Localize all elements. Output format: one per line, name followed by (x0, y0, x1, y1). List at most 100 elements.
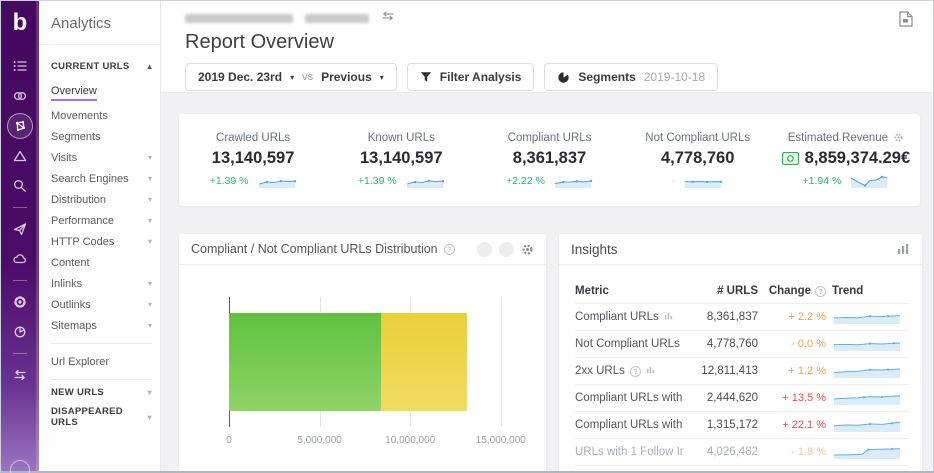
chevron-down-icon: ▾ (147, 174, 152, 183)
sidebar-item-segments[interactable]: Segments (51, 130, 101, 143)
bar-chart: 0 5,000,000 10,000,000 15,000,000 (179, 265, 546, 451)
sparkline (685, 180, 723, 188)
bar-segment-compliant[interactable] (229, 313, 381, 411)
knot-icon[interactable] (11, 87, 29, 105)
metric-card-known-urls[interactable]: Known URLs 13,140,597 +1.39 % (327, 114, 475, 206)
metric-change: +1.39 % (357, 174, 397, 187)
breadcrumb-analysis-redacted[interactable] (305, 13, 369, 23)
sidebar-item-http-codes[interactable]: HTTP Codes ▾ (51, 235, 152, 248)
insight-row-compliant-bad-other[interactable]: Compliant URLs with Bad ... 1,315,172 + … (575, 412, 908, 439)
sidebar-item-inlinks[interactable]: Inlinks ▾ (51, 277, 152, 290)
metric-change: +1.39 % (209, 174, 249, 187)
col-trend: Trend (832, 285, 864, 297)
chevron-down-icon: ▾ (147, 237, 152, 246)
section-current-urls[interactable]: CURRENT URLS ▴ (51, 61, 152, 72)
col-change: Change? (768, 285, 832, 297)
sidebar-item-distribution[interactable]: Distribution ▾ (51, 193, 152, 206)
chevron-down-icon: ▾ (147, 195, 152, 204)
sidebar-item-visits[interactable]: Visits ▾ (51, 151, 152, 164)
mini-chart-icon (646, 365, 655, 378)
toolbar: 2019 Dec. 23rd ▾ vs Previous ▾ Filter An… (185, 63, 919, 91)
sidebar-item-content[interactable]: Content (51, 256, 90, 269)
section-new-urls[interactable]: NEW URLS ▾ (51, 387, 152, 398)
x-tick: 5,000,000 (297, 435, 342, 446)
metric-change: +1.94 % (802, 174, 842, 187)
pie-icon[interactable] (11, 323, 29, 341)
collapse-arrow-icon: ▴ (147, 62, 152, 71)
sidebar: Analytics CURRENT URLS ▴ Overview Moveme… (39, 1, 161, 471)
insights-filter-icon[interactable] (897, 243, 910, 255)
sidebar-item-overview[interactable]: Overview (51, 80, 152, 105)
sparkline (554, 179, 593, 188)
insight-row-1-follow-inlink[interactable]: URLs with 1 Follow Inlink 4,026,482 - 1.… (575, 439, 908, 466)
date-secondary-dropdown[interactable]: Previous (321, 70, 372, 84)
insights-table: Metric # URLS Change? Trend Compliant UR… (575, 277, 908, 466)
sparkline (258, 179, 296, 188)
rail-divider (13, 353, 27, 354)
x-tick: 10,000,000 (385, 435, 436, 446)
stacked-bar (229, 313, 528, 411)
bar-segment-not-compliant[interactable] (380, 313, 468, 411)
chevron-down-icon: ▾ (147, 279, 152, 288)
sidebar-item-outlinks[interactable]: Outlinks ▾ (51, 298, 152, 311)
filter-analysis-button[interactable]: Filter Analysis (406, 63, 535, 91)
search-icon[interactable] (11, 177, 29, 195)
metric-card-not-compliant-urls[interactable]: Not Compliant URLs 4,778,760 - (645, 131, 751, 188)
metric-card-compliant-urls[interactable]: Compliant URLs 8,361,837 +2.22 % (506, 131, 593, 188)
caret-down-icon: ▾ (379, 72, 384, 82)
distribution-chart-panel: Compliant / Not Compliant URLs Distribut… (179, 234, 546, 471)
sidebar-item-url-explorer[interactable]: Url Explorer (51, 355, 110, 368)
help-icon[interactable]: ? (815, 285, 826, 297)
x-tick: 0 (226, 435, 232, 446)
metric-card-crawled-urls[interactable]: Crawled URLs 13,140,597 +1.39 % (179, 114, 327, 206)
insight-row-2xx-urls[interactable]: 2xx URLs? 12,811,413 + 1.2 % (575, 358, 908, 385)
cloud-icon[interactable] (11, 250, 29, 268)
breadcrumb-project-redacted[interactable] (185, 13, 293, 23)
chart-action-icon[interactable] (499, 241, 514, 257)
chevron-down-icon: ▾ (147, 216, 152, 225)
sidebar-item-movements[interactable]: Movements (51, 109, 108, 122)
brain-icon[interactable] (7, 113, 33, 139)
segments-button[interactable]: Segments 2019-10-18 (544, 63, 719, 91)
insight-row-compliant-bad-h1[interactable]: Compliant URLs with Bad H1 2,444,620 + 1… (575, 385, 908, 412)
trend-sparkline (833, 315, 901, 324)
chevron-down-icon: ▾ (147, 300, 152, 309)
metric-change: - (671, 174, 676, 187)
insight-row-not-compliant-urls[interactable]: Not Compliant URLs 4,778,760 - 0.0 % (575, 331, 908, 358)
segments-date: 2019-10-18 (643, 70, 706, 84)
delta-icon[interactable] (11, 147, 29, 165)
sidebar-item-sitemaps[interactable]: Sitemaps ▾ (51, 319, 152, 332)
help-icon[interactable]: ? (443, 243, 455, 255)
trend-sparkline (833, 368, 901, 378)
botify-logo[interactable]: b (12, 9, 28, 36)
section-disappeared-urls[interactable]: DISAPPEARED URLS ▾ (51, 406, 152, 428)
help-icon[interactable]: ? (629, 365, 641, 377)
page-title: Report Overview (185, 31, 334, 53)
export-pdf-icon[interactable] (899, 11, 913, 32)
sidebar-divider (51, 379, 152, 380)
send-icon[interactable] (11, 220, 29, 238)
sidebar-item-search-engines[interactable]: Search Engines ▾ (51, 172, 152, 185)
caret-down-icon: ▾ (290, 72, 295, 82)
col-urls: # URLS (717, 285, 758, 297)
chart-settings-gear-icon[interactable] (521, 243, 534, 256)
trend-sparkline (833, 342, 901, 351)
insight-row-compliant-urls[interactable]: Compliant URLs 8,361,837 + 2.2 % (575, 304, 908, 331)
table-header-row: Metric # URLS Change? Trend (575, 277, 908, 304)
chart-action-icon[interactable] (477, 241, 492, 257)
sidebar-item-performance[interactable]: Performance ▾ (51, 214, 152, 227)
revenue-settings-gear-icon[interactable] (893, 132, 904, 143)
rail-divider (13, 280, 27, 281)
compare-swap-icon[interactable] (381, 9, 395, 27)
date-primary-dropdown[interactable]: 2019 Dec. 23rd (198, 70, 283, 84)
list-icon[interactable] (11, 57, 29, 75)
main-header: Report Overview 2019 Dec. 23rd ▾ vs Prev… (161, 1, 933, 93)
swap-icon[interactable] (11, 366, 29, 384)
help-icon[interactable] (10, 460, 30, 473)
icon-rail: b (1, 1, 39, 473)
rail-divider (13, 207, 27, 208)
metric-card-estimated-revenue[interactable]: Estimated Revenue 8,859,374.29€ +1.94 % (772, 114, 920, 206)
gear-icon[interactable] (11, 293, 29, 311)
sparkline (851, 175, 888, 188)
